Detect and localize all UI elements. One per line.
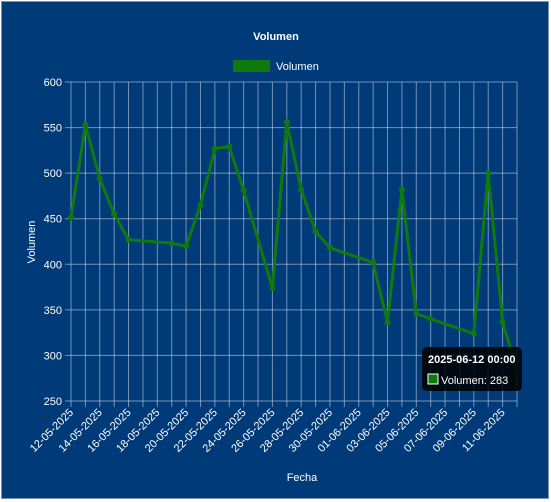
data-point [269, 284, 276, 291]
data-point [485, 170, 492, 177]
data-point [283, 119, 290, 126]
data-point [398, 186, 405, 193]
legend-label: Volumen [276, 61, 319, 73]
tooltip-box [422, 347, 522, 391]
y-tick-label: 550 [44, 123, 62, 135]
data-point [370, 259, 377, 266]
data-point [470, 330, 477, 337]
data-point [183, 243, 190, 250]
data-point [384, 319, 391, 326]
legend-swatch [233, 60, 270, 72]
tooltip-label: Volumen: 283 [441, 375, 508, 387]
data-point [226, 143, 233, 150]
y-tick-label: 300 [44, 350, 62, 362]
series-line-volumen [69, 120, 519, 372]
data-point [240, 187, 247, 194]
data-point [197, 202, 204, 209]
data-point [298, 186, 305, 193]
y-tick-label: 250 [44, 396, 62, 408]
tooltip-swatch [427, 373, 439, 385]
data-point [312, 228, 319, 235]
y-tick-label: 350 [44, 305, 62, 317]
data-point [68, 214, 74, 221]
tooltip-title: 2025-06-12 00:00 [428, 354, 515, 366]
data-point [427, 315, 434, 322]
data-point [125, 236, 132, 243]
data-point [168, 240, 175, 247]
data-point [211, 145, 218, 152]
x-axis-title: Fecha [287, 472, 318, 484]
y-tick-label: 600 [44, 77, 62, 89]
data-point [111, 211, 118, 218]
data-point [499, 318, 506, 325]
data-point [326, 244, 333, 251]
chart-title: Volumen [253, 31, 299, 43]
y-axis-title: Volumen [26, 221, 38, 264]
data-point [413, 310, 420, 317]
y-tick-label: 450 [44, 214, 62, 226]
y-tick-label: 500 [44, 168, 62, 180]
y-tick-label: 400 [44, 259, 62, 271]
data-point [96, 175, 103, 182]
data-point [82, 121, 89, 128]
